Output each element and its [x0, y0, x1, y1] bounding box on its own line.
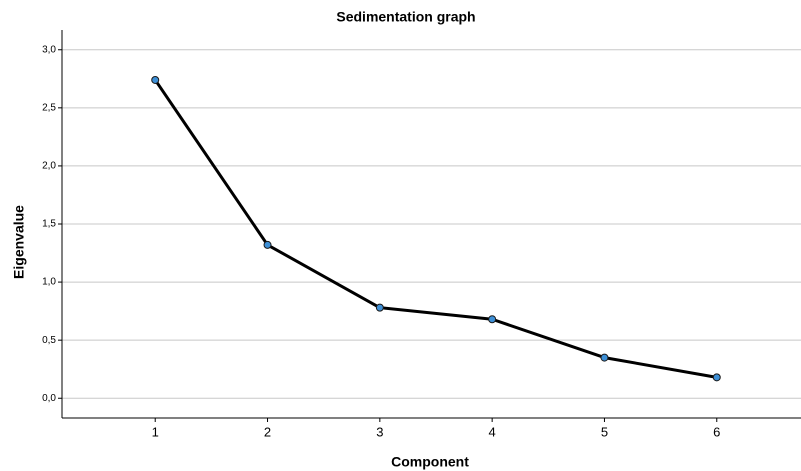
- point: [600, 353, 609, 362]
- x-tick-label: 5: [601, 424, 608, 439]
- x-tick-label: 4: [489, 424, 496, 439]
- x-tick-label: 2: [264, 424, 271, 439]
- x-tick-label: 1: [152, 424, 159, 439]
- y-tick-label: 0,5: [42, 335, 56, 346]
- y-tick-label: 1,5: [42, 219, 56, 230]
- point: [263, 240, 272, 249]
- x-axis-label: Component: [391, 454, 469, 470]
- y-axis-label: Eigenvalue: [11, 205, 27, 279]
- y-tick-label: 0,0: [42, 393, 56, 404]
- line: [153, 79, 718, 379]
- y-tick-label: 2,0: [42, 161, 56, 172]
- y-tick-label: 3,0: [42, 44, 56, 55]
- point: [712, 373, 721, 382]
- point: [151, 75, 160, 84]
- y-tick-label: 1,0: [42, 277, 56, 288]
- y-tick-label: 2,5: [42, 102, 56, 113]
- point: [488, 315, 497, 324]
- point: [375, 303, 384, 312]
- chart-title: Sedimentation graph: [336, 9, 475, 25]
- x-tick-label: 6: [713, 424, 720, 439]
- x-tick-label: 3: [376, 424, 383, 439]
